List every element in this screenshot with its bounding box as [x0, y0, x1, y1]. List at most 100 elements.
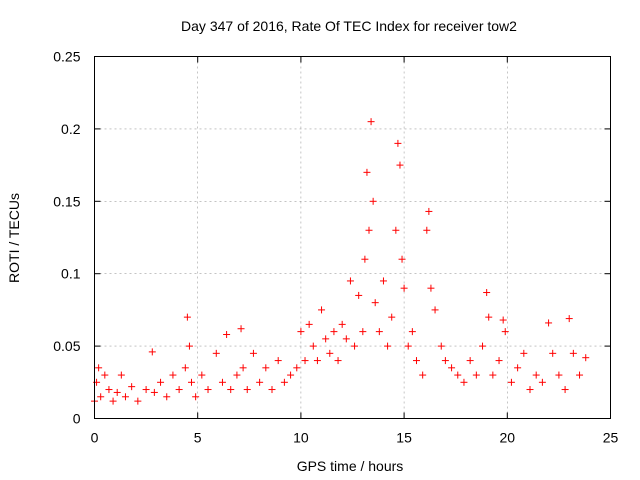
- data-point: [545, 319, 553, 327]
- data-point: [441, 357, 449, 365]
- data-point: [479, 342, 487, 350]
- data-point: [483, 289, 491, 297]
- data-point: [565, 315, 573, 323]
- data-point: [181, 364, 189, 372]
- y-tick-label: 0.1: [61, 266, 81, 282]
- x-tick-label: 25: [603, 430, 619, 446]
- data-point: [148, 348, 156, 356]
- x-axis-label: GPS time / hours: [297, 458, 404, 474]
- data-point: [495, 357, 503, 365]
- data-point: [121, 393, 129, 401]
- data-point: [532, 371, 540, 379]
- data-point: [412, 357, 420, 365]
- data-point: [233, 371, 241, 379]
- data-point: [384, 342, 392, 350]
- data-point: [183, 313, 191, 321]
- data-point: [460, 378, 468, 386]
- data-point: [95, 364, 103, 372]
- data-point: [367, 118, 375, 126]
- chart-title: Day 347 of 2016, Rate Of TEC Index for r…: [181, 18, 517, 34]
- data-point: [555, 371, 563, 379]
- data-point: [305, 320, 313, 328]
- data-point: [549, 349, 557, 357]
- data-point: [342, 335, 350, 343]
- data-points: [91, 118, 590, 405]
- y-tick-label: 0.05: [53, 338, 80, 354]
- data-point: [427, 284, 435, 292]
- data-point: [109, 397, 117, 405]
- data-point: [514, 364, 522, 372]
- data-point: [404, 342, 412, 350]
- data-point: [188, 378, 196, 386]
- data-point: [472, 371, 480, 379]
- data-point: [398, 255, 406, 263]
- data-point: [365, 226, 373, 234]
- y-tick-label: 0.15: [53, 193, 80, 209]
- plot-frame: [94, 56, 611, 419]
- grid-lines: [94, 56, 611, 419]
- data-point: [262, 364, 270, 372]
- y-tick-labels: 0 0.05 0.1 0.15 0.2 0.25: [53, 49, 80, 427]
- data-point: [287, 371, 295, 379]
- data-point: [520, 349, 528, 357]
- data-point: [157, 378, 165, 386]
- x-tick-label: 20: [500, 430, 516, 446]
- y-axis-label: ROTI / TECUs: [6, 193, 22, 283]
- data-point: [454, 371, 462, 379]
- data-point: [363, 168, 371, 176]
- data-point: [394, 139, 402, 147]
- data-point: [268, 386, 276, 394]
- x-tick-label: 0: [91, 430, 99, 446]
- data-point: [466, 357, 474, 365]
- data-point: [212, 349, 220, 357]
- data-point: [204, 386, 212, 394]
- data-point: [198, 371, 206, 379]
- data-point: [192, 393, 200, 401]
- data-point: [280, 378, 288, 386]
- data-point: [346, 277, 354, 285]
- data-point: [128, 383, 136, 391]
- x-tick-label: 5: [194, 430, 202, 446]
- x-tick-label: 15: [396, 430, 412, 446]
- data-point: [297, 328, 305, 336]
- data-point: [499, 316, 507, 324]
- data-point: [501, 328, 509, 336]
- data-point: [371, 299, 379, 307]
- data-point: [318, 306, 326, 314]
- data-point: [369, 197, 377, 205]
- data-point: [582, 354, 590, 362]
- data-point: [309, 342, 317, 350]
- data-point: [239, 364, 247, 372]
- data-point: [249, 349, 257, 357]
- data-point: [423, 226, 431, 234]
- data-point: [419, 371, 427, 379]
- data-point: [425, 207, 433, 215]
- data-point: [150, 388, 158, 396]
- data-point: [526, 386, 534, 394]
- data-point: [437, 342, 445, 350]
- data-point: [448, 364, 456, 372]
- data-point: [388, 313, 396, 321]
- data-point: [375, 328, 383, 336]
- data-point: [101, 371, 109, 379]
- data-point: [256, 378, 264, 386]
- data-point: [361, 255, 369, 263]
- data-point: [561, 386, 569, 394]
- data-point: [227, 386, 235, 394]
- data-point: [218, 378, 226, 386]
- x-tick-label: 10: [293, 430, 309, 446]
- data-point: [142, 386, 150, 394]
- data-point: [117, 371, 125, 379]
- y-tick-label: 0.25: [53, 49, 80, 65]
- data-point: [293, 364, 301, 372]
- data-point: [237, 325, 245, 333]
- data-point: [223, 331, 231, 339]
- data-point: [489, 371, 497, 379]
- data-point: [185, 342, 193, 350]
- data-point: [274, 357, 282, 365]
- data-point: [97, 393, 105, 401]
- data-point: [301, 357, 309, 365]
- y-tick-label: 0: [73, 411, 81, 427]
- data-point: [175, 386, 183, 394]
- data-point: [538, 378, 546, 386]
